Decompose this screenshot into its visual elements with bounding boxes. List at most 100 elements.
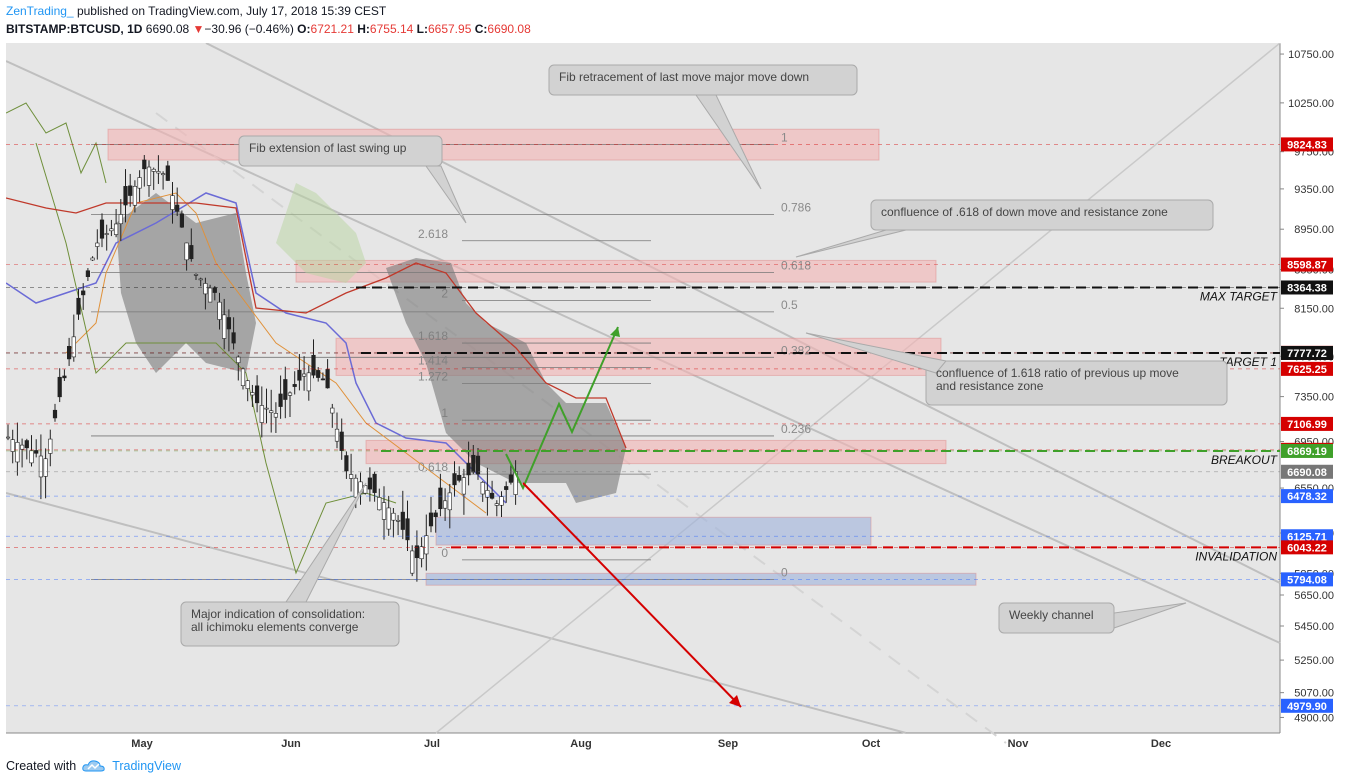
candle-body	[367, 477, 373, 490]
callout-pointer	[285, 482, 367, 603]
candle-body	[118, 214, 123, 225]
callout-pointer	[805, 332, 947, 374]
close-label: C:	[474, 22, 488, 36]
candle-body	[212, 287, 217, 293]
low-label: L:	[416, 22, 428, 36]
callout-pointer	[795, 229, 907, 258]
published-text: published on TradingView.com, July 17, 2…	[76, 4, 387, 18]
candle-body	[433, 512, 438, 518]
chart-area[interactable]: May Jun Jul Aug Sep Oct Nov Dec 10750.00 10250.00…	[6, 43, 1342, 753]
price-tag: 8364.38	[1281, 280, 1333, 295]
publish-line: ZenTrading_ published on TradingView.com…	[6, 4, 386, 18]
price-tag: 6125.71	[1281, 529, 1333, 544]
annotation-callout[interactable]: Fib retracement of last move major move …	[548, 64, 858, 190]
candle-body	[457, 474, 462, 481]
price-tag-bg	[1281, 361, 1333, 376]
price-axis[interactable]	[1280, 43, 1342, 753]
fib-extension-label: 0.618	[418, 460, 448, 474]
candle-body	[499, 496, 504, 506]
candle-body	[325, 369, 330, 389]
candle-body	[48, 438, 53, 454]
candle-body	[52, 409, 58, 419]
symbol-label: BITSTAMP:BTCUSD, 1D	[6, 22, 143, 36]
candle-body	[283, 379, 288, 400]
candle-body	[269, 410, 274, 413]
candle-body	[395, 519, 401, 522]
callout-box[interactable]	[238, 135, 443, 167]
candles	[6, 155, 518, 582]
annotation-callout[interactable]: Major indication of consolidation:all ic…	[180, 482, 400, 647]
price-tag-bg	[1281, 345, 1333, 360]
candle-body	[348, 474, 354, 479]
candle-body	[104, 233, 109, 235]
candle-body	[447, 492, 452, 511]
price-tag-label: 7106.99	[1287, 419, 1327, 431]
candle-body	[137, 177, 142, 189]
candle-body	[330, 407, 335, 414]
candle-body	[109, 228, 114, 232]
price-tag-label: 6690.08	[1287, 467, 1327, 479]
fib-retracement-label: 1	[781, 130, 788, 144]
price-tag-label: 6869.19	[1287, 446, 1327, 458]
fib-retracement-label: 0.5	[781, 298, 798, 312]
candle-body	[15, 442, 20, 463]
candle-body	[386, 507, 391, 530]
candle-body	[372, 473, 377, 493]
level-label: TARGET 1	[1219, 355, 1277, 369]
annotation-callout[interactable]: Fib extension of last swing up	[238, 135, 467, 224]
price-tag-bg	[1281, 540, 1333, 555]
x-tick-label: May	[131, 738, 153, 750]
tenkan-sen	[65, 192, 487, 514]
y-tick-label: 9350.00	[1294, 184, 1334, 196]
fib-retracement-label: 0.618	[781, 258, 811, 272]
open-label: O:	[297, 22, 311, 36]
candle-body	[156, 171, 161, 174]
senkou-span-b	[6, 197, 627, 449]
fib-extension-label: 0	[441, 546, 448, 560]
created-with-text: Created with	[6, 759, 77, 773]
candle-body	[20, 444, 25, 450]
candle-body	[62, 375, 67, 379]
tradingview-brand-link[interactable]: TradingView	[112, 759, 181, 773]
x-tick-label: Sep	[718, 738, 738, 750]
price-chart[interactable]: May Jun Jul Aug Sep Oct Nov Dec 10750.00 10250.00…	[6, 43, 1342, 753]
candle-body	[179, 213, 185, 228]
annotation-callout[interactable]: Weekly channel	[998, 602, 1187, 634]
candle-body	[297, 369, 302, 381]
price-tag: 4979.90	[1281, 698, 1333, 713]
y-tick-label: 10750.00	[1288, 49, 1334, 61]
callout-box[interactable]	[925, 360, 1228, 406]
candle-body	[34, 450, 39, 454]
candle-body	[81, 290, 86, 296]
last-price: 6690.08	[145, 22, 190, 36]
candle-body	[57, 376, 62, 398]
price-tag-label: 6043.22	[1287, 542, 1327, 554]
price-tag: 6478.32	[1281, 489, 1333, 504]
candle-body	[236, 356, 241, 364]
annotation-callout[interactable]: confluence of 1.618 ratio of previous up…	[805, 332, 1228, 406]
time-axis[interactable]	[6, 733, 1280, 753]
ichimoku-cloud	[386, 258, 626, 503]
candle-body	[24, 440, 29, 449]
candle-body	[438, 487, 443, 510]
callout-box[interactable]	[870, 199, 1214, 231]
candle-body	[6, 436, 11, 439]
author-link[interactable]: ZenTrading_	[6, 4, 74, 18]
callout-text: Major indication of consolidation:	[191, 607, 365, 621]
candle-body	[203, 283, 208, 295]
candle-body	[85, 270, 90, 277]
annotation-callout[interactable]: confluence of .618 of down move and resi…	[795, 199, 1214, 258]
candle-body	[489, 492, 495, 499]
candle-body	[231, 332, 236, 344]
candle-body	[320, 378, 326, 381]
bearish-projection-arrow	[522, 482, 742, 708]
candle-body	[95, 242, 100, 247]
tradingview-cloud-icon	[82, 760, 105, 772]
open-value: 6721.21	[310, 22, 354, 36]
level-label: MAX TARGET	[1200, 289, 1279, 303]
x-tick-label: Aug	[570, 738, 591, 750]
callout-text: confluence of .618 of down move and resi…	[881, 205, 1168, 219]
candle-body	[334, 428, 340, 442]
y-tick-label: 7350.00	[1294, 392, 1334, 404]
candle-body	[400, 511, 405, 530]
